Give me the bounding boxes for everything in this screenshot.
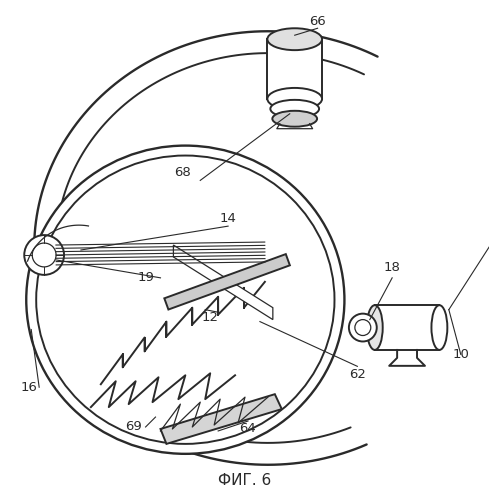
Ellipse shape [32,243,56,267]
Polygon shape [173,245,273,320]
Ellipse shape [268,88,322,110]
Ellipse shape [26,146,344,454]
Text: 18: 18 [384,262,401,274]
FancyBboxPatch shape [375,305,440,350]
Ellipse shape [355,320,371,336]
Text: ФИГ. 6: ФИГ. 6 [219,473,271,488]
Text: 12: 12 [202,311,219,324]
Text: 64: 64 [240,422,256,436]
Ellipse shape [431,305,447,350]
Text: 14: 14 [220,212,237,224]
Ellipse shape [349,314,377,342]
Text: 68: 68 [174,166,191,179]
Text: 69: 69 [125,420,142,434]
Ellipse shape [367,305,383,350]
Ellipse shape [268,28,322,50]
Ellipse shape [36,156,335,444]
Text: 19: 19 [137,272,154,284]
Ellipse shape [272,111,317,126]
Text: 66: 66 [309,15,326,28]
Ellipse shape [24,235,64,275]
Ellipse shape [270,100,319,118]
Polygon shape [164,254,290,310]
Text: 62: 62 [349,368,366,381]
Polygon shape [161,394,282,444]
FancyBboxPatch shape [268,39,322,99]
Text: 16: 16 [21,380,38,394]
Text: 10: 10 [452,348,469,361]
